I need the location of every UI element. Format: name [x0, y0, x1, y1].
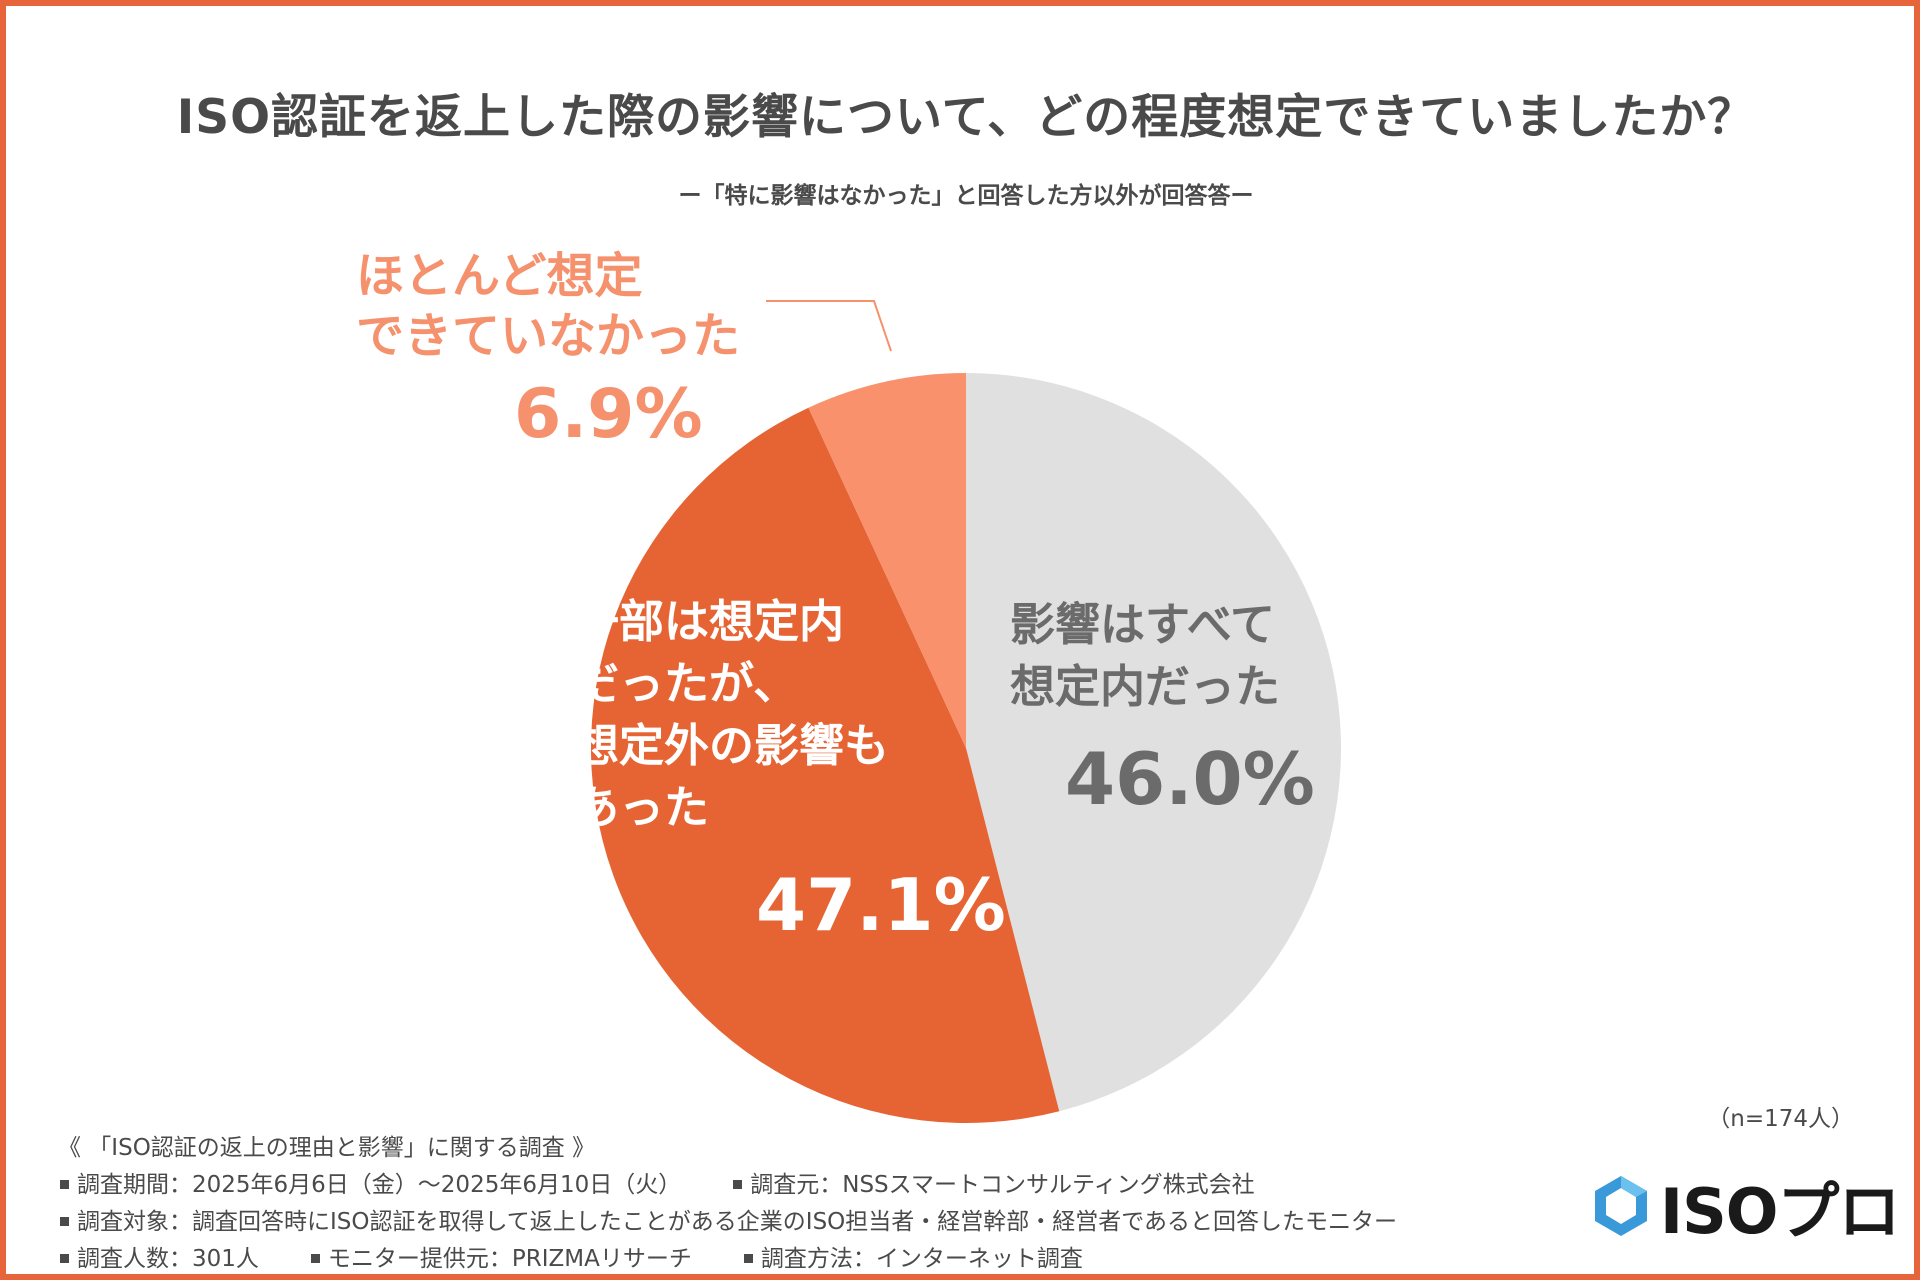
- bullet-icon: [60, 1179, 69, 1189]
- label-not-anticipated-pct: 6.9%: [514, 375, 703, 454]
- bullet-icon: [60, 1253, 69, 1263]
- label-partially-anticipated: 一部は想定内 だったが、 想定外の影響も あった 47.1%: [574, 591, 1006, 947]
- bullet-icon: [310, 1253, 320, 1263]
- label-partially-line2: だったが、: [574, 657, 799, 711]
- slice-partially-anticipated: [591, 407, 1060, 1123]
- survey-period: 調査期間：2025年6月6日（金）〜2025年6月10日（火）: [77, 1172, 682, 1198]
- sample-size: （n=174人）: [1707, 1106, 1854, 1132]
- survey-source: 調査元：NSSスマートコンサルティング株式会社: [750, 1172, 1255, 1198]
- label-partially-line3: 想定外の影響も: [574, 719, 890, 773]
- pie-chart: [591, 300, 1341, 1123]
- chart-title: ISO認証を返上した際の影響について、どの程度想定できていましたか？: [176, 90, 1756, 145]
- label-partially-line4: あった: [574, 781, 710, 835]
- label-all-line2: 想定内だった: [1010, 660, 1281, 714]
- footer-row-3: 調査人数：301人 モニター提供元：PRIZMAリサーチ 調査方法：インターネット調…: [58, 1241, 1397, 1278]
- leader-line: [766, 300, 892, 352]
- survey-footer: 《 「ISO認証の返上の理由と影響」に関する調査 》 調査期間：2025年6月6…: [58, 1130, 1397, 1278]
- footer-row-1: 調査期間：2025年6月6日（金）〜2025年6月10日（火） 調査元：NSSスマ…: [58, 1167, 1397, 1204]
- bullet-icon: [743, 1253, 753, 1263]
- survey-method: 調査方法：インターネット調査: [760, 1246, 1083, 1272]
- logo-text: ISOプロ: [1660, 1175, 1900, 1248]
- survey-target: 調査対象：調査回答時にISO認証を取得して返上したことがある企業のISO担当者・…: [77, 1209, 1398, 1235]
- label-partially-line1: 一部は想定内: [574, 595, 845, 648]
- survey-name: 《 「ISO認証の返上の理由と影響」に関する調査 》: [58, 1135, 596, 1161]
- label-not-anticipated: ほとんど想定 できていなかった 6.9%: [356, 246, 740, 457]
- hexagon-logo-icon: [1595, 1176, 1647, 1236]
- label-all-line1: 影響はすべて: [1010, 598, 1276, 651]
- survey-provider: モニター提供元：PRIZMAリサーチ: [327, 1246, 692, 1272]
- label-not-anticipated-line2: できていなかった: [356, 308, 741, 364]
- label-partially-pct: 47.1%: [756, 863, 1006, 947]
- label-not-anticipated-line1: ほとんど想定: [356, 248, 643, 304]
- bullet-icon: [733, 1179, 743, 1189]
- label-all-anticipated: 影響はすべて 想定内だった 46.0%: [1010, 594, 1315, 830]
- chart-subtitle: ー「特に影響はなかった」と回答した方以外が回答答ー: [678, 183, 1254, 209]
- bullet-icon: [60, 1216, 69, 1226]
- label-all-pct: 46.0%: [1065, 737, 1315, 822]
- survey-count: 調査人数：301人: [77, 1246, 259, 1272]
- iso-pro-logo: ISOプロ: [1588, 1166, 1900, 1248]
- footer-row-2: 調査対象：調査回答時にISO認証を取得して返上したことがある企業のISO担当者・…: [58, 1204, 1397, 1241]
- slice-not-anticipated: [808, 373, 966, 748]
- slice-all-anticipated: [966, 373, 1341, 1112]
